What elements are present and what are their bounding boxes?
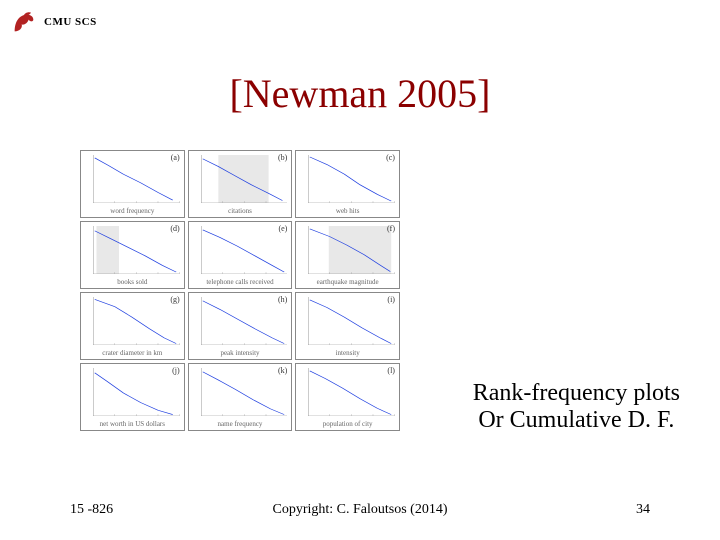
- panel-letter: (f): [387, 224, 395, 233]
- chart-svg: [308, 155, 395, 203]
- chart-panel: (b) citations: [188, 150, 293, 218]
- chart-panel: (i) intensity: [295, 292, 400, 360]
- panel-letter: (k): [278, 366, 287, 375]
- caption: Rank-frequency plots Or Cumulative D. F.: [473, 380, 680, 434]
- chart-svg: [201, 155, 288, 203]
- copyright: Copyright: C. Faloutsos (2014): [0, 502, 720, 518]
- footer: 15 -826 Copyright: C. Faloutsos (2014) 3…: [0, 502, 720, 522]
- panel-letter: (i): [387, 295, 395, 304]
- chart-panel: (g) crater diameter in km: [80, 292, 185, 360]
- cmu-dragon-icon: [10, 8, 38, 36]
- chart-panel: (e) telephone calls received: [188, 221, 293, 289]
- panel-xlabel: intensity: [296, 350, 399, 359]
- caption-line-1: Rank-frequency plots: [473, 380, 680, 407]
- chart-svg: [93, 297, 180, 345]
- panel-xlabel: crater diameter in km: [81, 350, 184, 359]
- chart-panel: (l) population of city: [295, 363, 400, 431]
- panel-xlabel: earthquake magnitude: [296, 279, 399, 288]
- panel-letter: (e): [278, 224, 287, 233]
- chart-panel: (d) books sold: [80, 221, 185, 289]
- slide-title: [Newman 2005]: [0, 70, 720, 117]
- panel-xlabel: population of city: [296, 421, 399, 430]
- chart-svg: [93, 155, 180, 203]
- panel-letter: (g): [170, 295, 179, 304]
- chart-panel: (a) word frequency: [80, 150, 185, 218]
- panel-xlabel: books sold: [81, 279, 184, 288]
- panel-letter: (a): [171, 153, 180, 162]
- chart-svg: [93, 226, 180, 274]
- panel-xlabel: name frequency: [189, 421, 292, 430]
- panel-letter: (b): [278, 153, 287, 162]
- panel-xlabel: word frequency: [81, 208, 184, 217]
- chart-panel: (c) web hits: [295, 150, 400, 218]
- chart-grid: (a) word frequency (b) citations (c) web hits…: [80, 150, 400, 431]
- panel-xlabel: net worth in US dollars: [81, 421, 184, 430]
- panel-letter: (j): [172, 366, 180, 375]
- panel-xlabel: peak intensity: [189, 350, 292, 359]
- chart-panel: (j) net worth in US dollars: [80, 363, 185, 431]
- header: CMU SCS: [10, 8, 97, 36]
- panel-xlabel: citations: [189, 208, 292, 217]
- chart-svg: [201, 368, 288, 416]
- chart-svg: [201, 297, 288, 345]
- chart-panel: (f) earthquake magnitude: [295, 221, 400, 289]
- slide-number: 34: [636, 502, 650, 518]
- caption-line-2: Or Cumulative D. F.: [473, 407, 680, 434]
- chart-svg: [308, 368, 395, 416]
- panel-xlabel: telephone calls received: [189, 279, 292, 288]
- chart-panel: (k) name frequency: [188, 363, 293, 431]
- chart-svg: [308, 226, 395, 274]
- chart-svg: [308, 297, 395, 345]
- chart-svg: [93, 368, 180, 416]
- panel-letter: (l): [387, 366, 395, 375]
- panel-xlabel: web hits: [296, 208, 399, 217]
- panel-letter: (d): [170, 224, 179, 233]
- chart-panel: (h) peak intensity: [188, 292, 293, 360]
- panel-letter: (c): [386, 153, 395, 162]
- panel-letter: (h): [278, 295, 287, 304]
- org-label: CMU SCS: [44, 16, 97, 28]
- chart-svg: [201, 226, 288, 274]
